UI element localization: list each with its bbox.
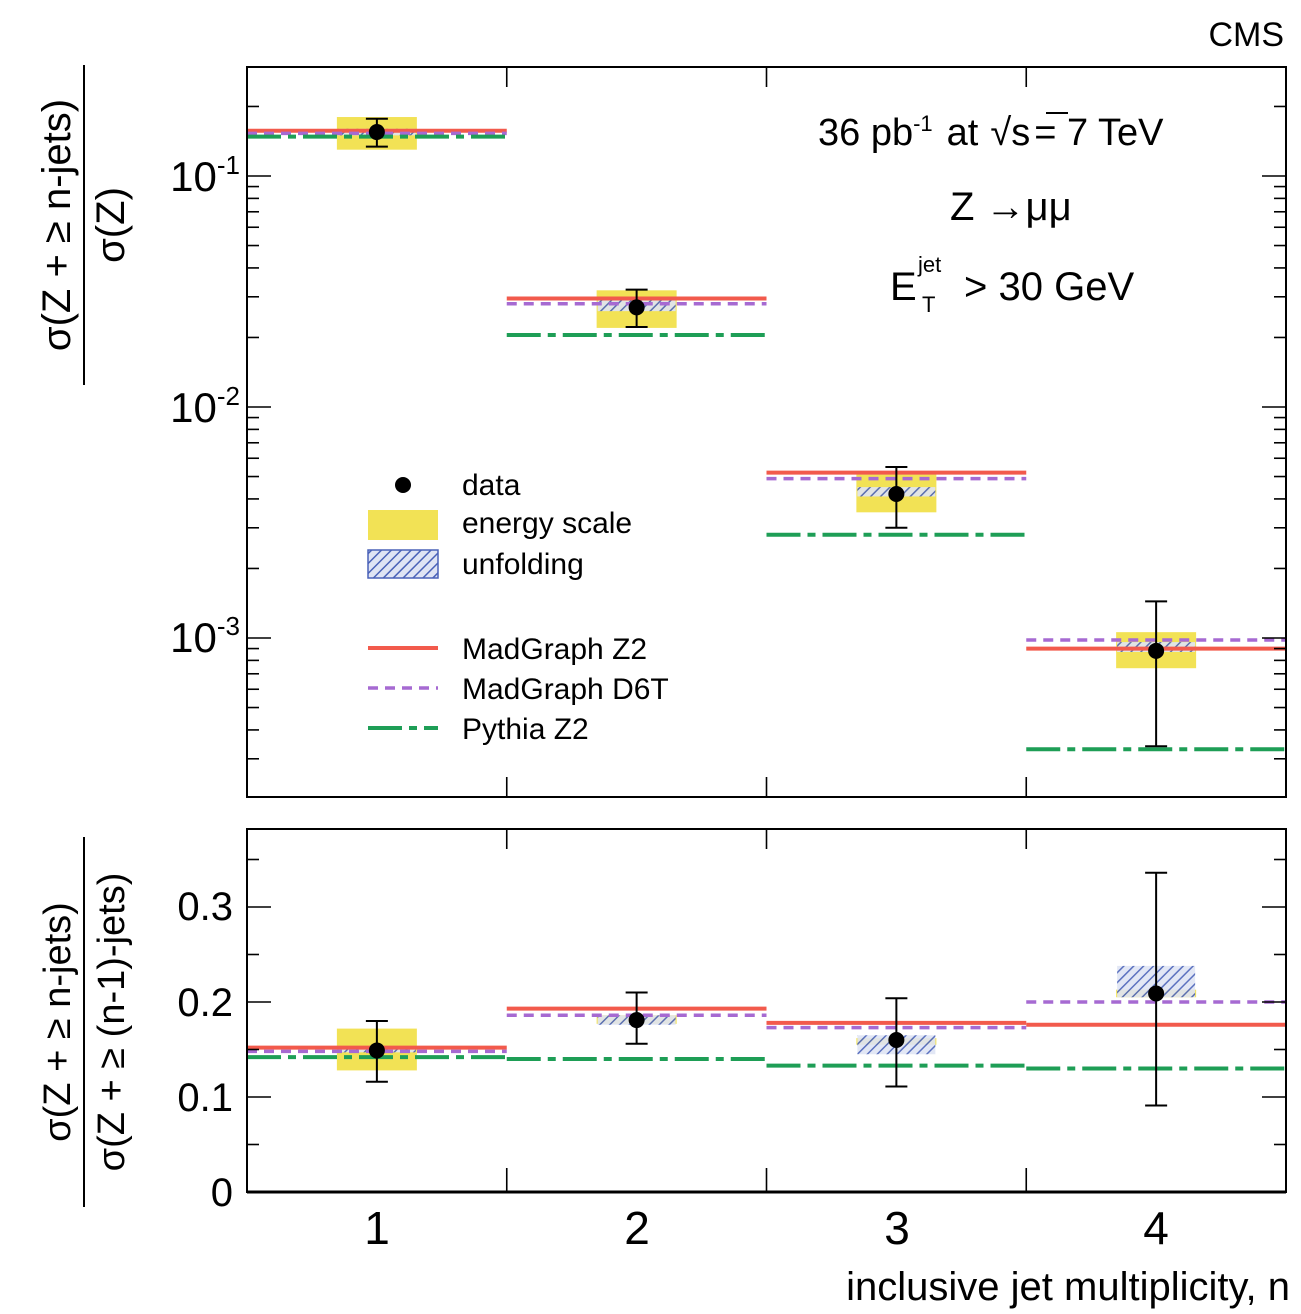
cut-value: > 30 GeV bbox=[964, 265, 1134, 309]
legend-unfolding-box bbox=[367, 549, 439, 579]
bottom-ylabel-numerator: σ(Z + ≥ n-jets) bbox=[37, 902, 79, 1142]
legend: data energy scale unfolding MadGraph Z2 … bbox=[367, 469, 669, 746]
xtick-label-3: 3 bbox=[884, 1202, 910, 1254]
bottom-axes bbox=[247, 829, 1286, 1193]
bottom-data-points bbox=[365, 871, 1168, 1107]
xtick-label-1: 1 bbox=[364, 1202, 390, 1254]
bottom-uncertainty-bands bbox=[336, 965, 1197, 1071]
bottom-ylabel-denominator: σ(Z + ≥ (n-1)-jets) bbox=[91, 873, 133, 1172]
legend-item-energy-scale: energy scale bbox=[368, 507, 632, 540]
bottom-data-point-bin-3 bbox=[888, 1032, 905, 1048]
xtick-label-2: 2 bbox=[624, 1202, 650, 1254]
channel-annotation: Z →μμ bbox=[950, 185, 1072, 229]
bottom-data-point-bin-2 bbox=[628, 1012, 645, 1029]
cut-E: E bbox=[890, 265, 917, 309]
legend-item-madgraph-z2: MadGraph Z2 bbox=[368, 633, 647, 666]
ytick-label-0.001: 10-3 bbox=[170, 611, 240, 661]
ytick-label-0.1: 10-1 bbox=[170, 150, 240, 200]
experiment-label: CMS bbox=[1208, 16, 1284, 54]
top-ylabel-denominator: σ(Z) bbox=[89, 187, 133, 263]
legend-item-pythia-z2: Pythia Z2 bbox=[368, 713, 589, 746]
bottom-panel: 0 0.1 0.2 0.3 1 2 3 4 inclusive jet mult… bbox=[37, 828, 1290, 1309]
legend-item-madgraph-d6t: MadGraph D6T bbox=[368, 673, 669, 706]
bottom-ytick-label-0.3: 0.3 bbox=[177, 885, 233, 929]
top-data-points bbox=[365, 117, 1168, 748]
bottom-ytick-label-0: 0 bbox=[211, 1171, 233, 1215]
bottom-data-point-bin-4 bbox=[1148, 985, 1165, 1002]
lumi-annotation: 36 pb-1 at √s = 7 TeV bbox=[818, 111, 1164, 154]
legend-item-data: data bbox=[395, 469, 521, 502]
legend-label-data: data bbox=[462, 469, 521, 502]
ytick-label-0.01: 10-2 bbox=[170, 381, 240, 431]
top-ylabel-numerator: σ(Z + ≥ n-jets) bbox=[35, 99, 79, 351]
top-data-point-bin-4 bbox=[1148, 642, 1165, 659]
bottom-ytick-label-0.1: 0.1 bbox=[177, 1076, 233, 1120]
legend-item-unfolding: unfolding bbox=[367, 548, 584, 581]
legend-label-madgraph-z2: MadGraph Z2 bbox=[462, 633, 647, 666]
cut-subscript: T bbox=[922, 292, 935, 317]
xtick-label-4: 4 bbox=[1143, 1202, 1169, 1254]
bottom-data-point-bin-1 bbox=[368, 1042, 385, 1059]
legend-label-madgraph-d6t: MadGraph D6T bbox=[462, 673, 669, 706]
top-axes bbox=[247, 67, 1286, 797]
top-data-point-bin-3 bbox=[888, 486, 905, 503]
legend-label-energy-scale: energy scale bbox=[462, 507, 632, 540]
bottom-model-lines bbox=[247, 1000, 1286, 1071]
top-plot-frame bbox=[246, 66, 1287, 798]
top-data-point-bin-2 bbox=[628, 299, 645, 316]
jet-cut-annotation: E jet T > 30 GeV bbox=[890, 252, 1134, 317]
legend-data-marker bbox=[395, 477, 411, 493]
bottom-ylabel: σ(Z + ≥ n-jets) σ(Z + ≥ (n-1)-jets) bbox=[37, 837, 133, 1207]
cut-superscript: jet bbox=[917, 252, 941, 277]
top-data-point-bin-1 bbox=[368, 124, 385, 141]
x-axis-label: inclusive jet multiplicity, n bbox=[846, 1265, 1290, 1309]
top-panel: 10-1 10-2 10-3 σ(Z + ≥ n-jets) σ(Z) 36 p… bbox=[35, 65, 1287, 798]
bottom-ytick-label-0.2: 0.2 bbox=[177, 981, 233, 1025]
top-ylabel: σ(Z + ≥ n-jets) σ(Z) bbox=[35, 65, 133, 385]
legend-energy-scale-box bbox=[368, 510, 438, 540]
legend-label-unfolding: unfolding bbox=[462, 548, 584, 581]
legend-label-pythia-z2: Pythia Z2 bbox=[462, 713, 589, 746]
